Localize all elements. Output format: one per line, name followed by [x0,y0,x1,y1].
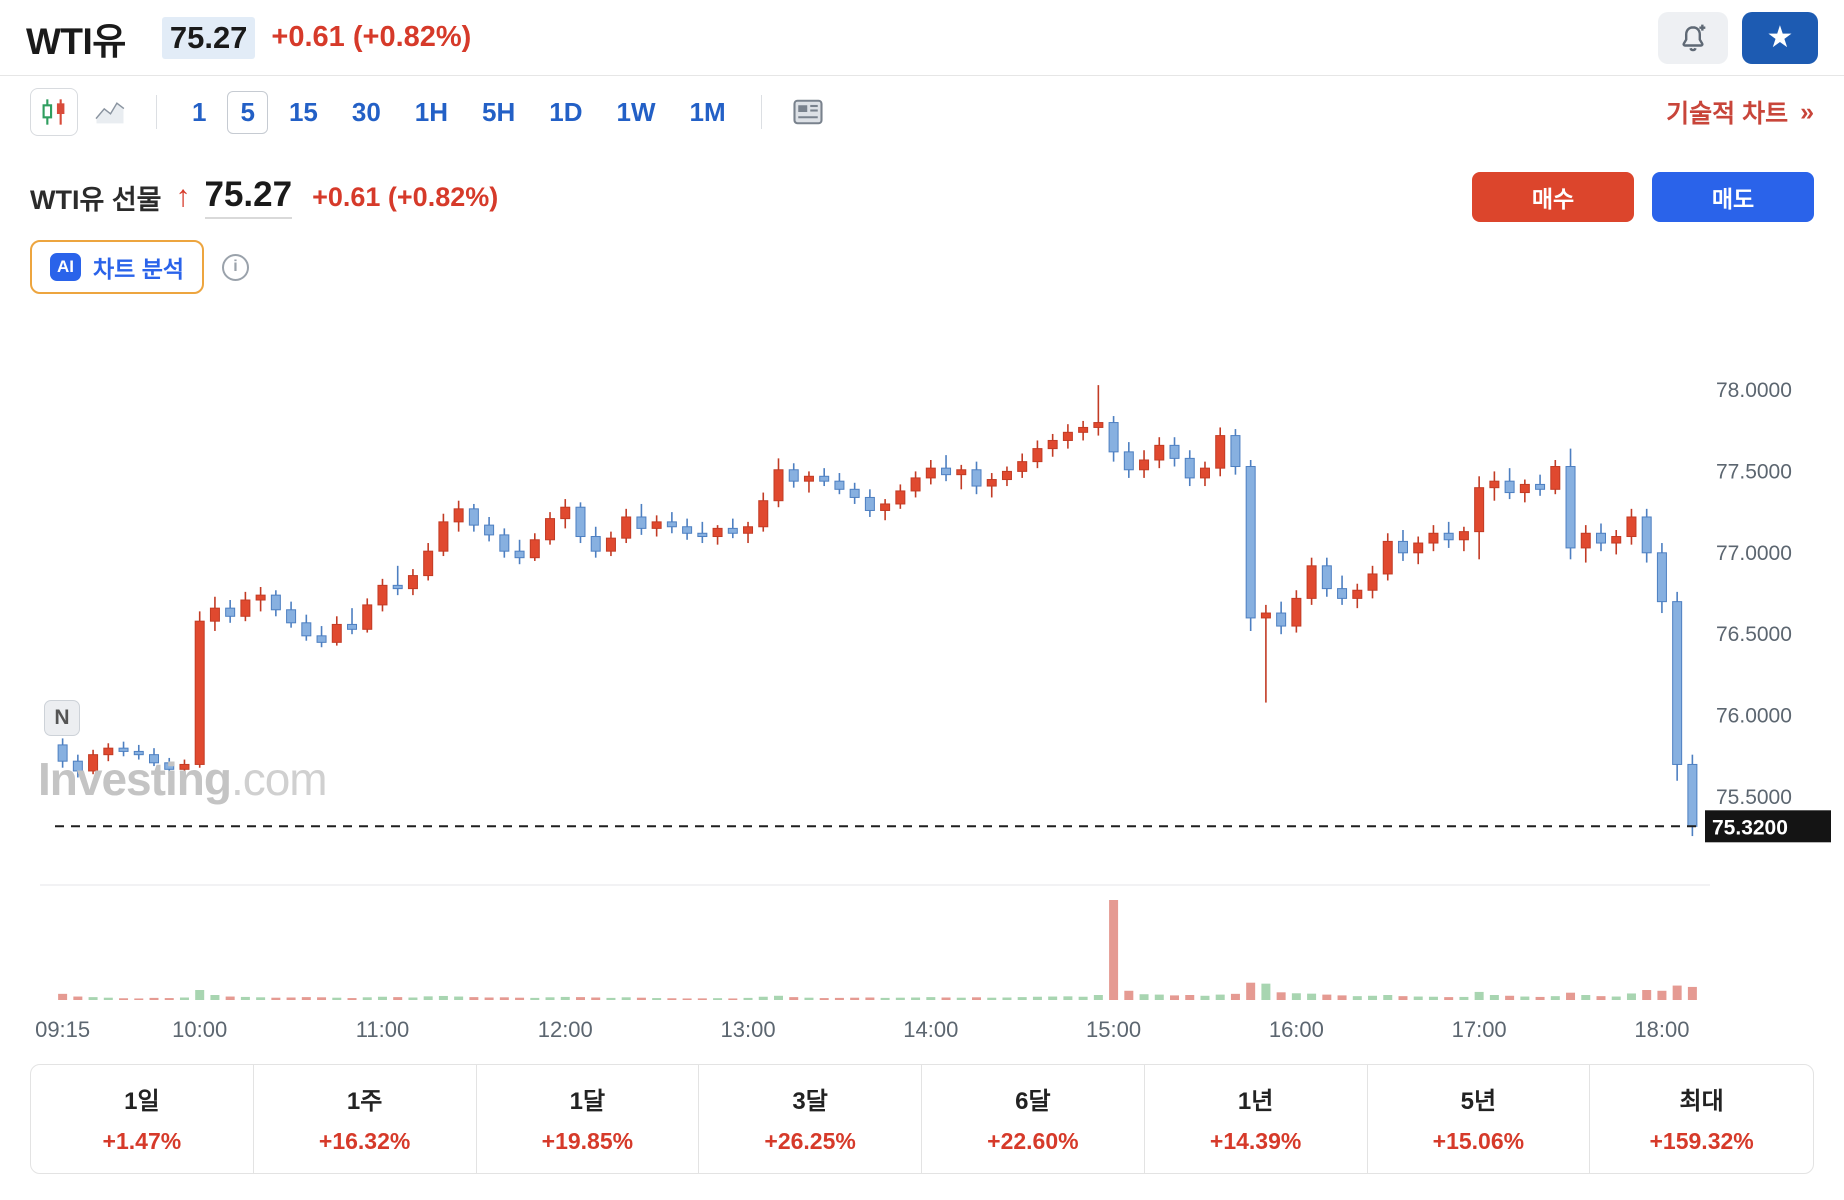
svg-text:75.5000: 75.5000 [1716,786,1792,809]
perf-value: +159.32% [1649,1128,1754,1154]
perf-label: 1주 [346,1088,383,1115]
svg-text:11:00: 11:00 [356,1017,409,1042]
svg-text:09:15: 09:15 [35,1017,90,1042]
perf-value: +16.32% [318,1128,411,1154]
header-actions: ★ [1658,11,1818,64]
sell-button[interactable]: 매도 [1652,172,1814,222]
svg-text:13:00: 13:00 [721,1017,776,1042]
svg-text:77.5000: 77.5000 [1716,460,1792,483]
perf-label: 3달 [792,1088,828,1115]
svg-text:76.0000: 76.0000 [1716,705,1792,728]
perf-value: +14.39% [1209,1128,1302,1154]
perf-cell-1d: 1일 +1.47% [31,1065,254,1173]
perf-value: +15.06% [1432,1128,1525,1154]
perf-value: +26.25% [764,1128,856,1154]
bell-plus-icon [1682,24,1706,51]
instrument-title: WTI유 선물 [30,184,162,215]
ai-analysis-label: 차트 분석 [93,256,185,282]
symbol-title: WTI유 [26,20,126,62]
chart-type-candlestick-button[interactable] [30,88,78,136]
timeframe-1w[interactable]: 1W [604,91,669,134]
technical-chart-link[interactable]: 기술적 차트 » [1666,94,1814,130]
chart-toolbar: 1 5 15 30 1H 5H 1D 1W 1M 기술적 차트 » [0,76,1844,148]
ai-badge-icon: AI [50,253,81,281]
news-panel-icon [793,99,823,125]
toolbar-divider [156,95,157,129]
timeframe-1h[interactable]: 1H [402,91,461,134]
perf-cell-1mo: 1달 +19.85% [477,1065,700,1173]
timeframe-15[interactable]: 15 [276,91,331,134]
technical-chart-label: 기술적 차트 [1666,100,1789,128]
perf-value: +19.85% [541,1128,634,1154]
info-icon[interactable]: i [222,253,250,281]
top-header: WTI유 75.27 +0.61 (+0.82%) ★ [0,0,1844,76]
svg-text:18:00: 18:00 [1634,1017,1689,1042]
star-icon: ★ [1766,20,1794,54]
timeframe-1m[interactable]: 1M [677,91,739,134]
perf-cell-1y: 1년 +14.39% [1145,1065,1368,1173]
instrument-header: WTI유 선물 ↑ 75.27 +0.61 (+0.82%) 매수 매도 [30,172,1814,222]
instrument-price: 75.27 [204,175,293,219]
buy-button[interactable]: 매수 [1472,172,1634,222]
perf-label: 1달 [569,1088,606,1115]
candlestick-chart-icon [42,99,65,125]
svg-text:15:00: 15:00 [1086,1017,1141,1042]
header-change: +0.61 (+0.82%) [271,21,472,53]
app-root: WTI유 75.27 +0.61 (+0.82%) ★ [0,0,1844,1174]
chart-type-line-button[interactable] [86,88,134,136]
timeframe-1[interactable]: 1 [179,91,219,134]
perf-label: 1년 [1237,1088,1274,1115]
favorite-button[interactable]: ★ [1742,11,1818,64]
perf-label: 5년 [1460,1088,1497,1115]
timeframe-1d[interactable]: 1D [536,91,595,134]
timeframe-30[interactable]: 30 [339,91,394,134]
svg-text:76.5000: 76.5000 [1716,623,1792,646]
svg-text:75.3200: 75.3200 [1712,816,1788,839]
news-panel-button[interactable] [784,88,832,136]
perf-value: +22.60% [987,1128,1079,1154]
trade-buttons: 매수 매도 [1472,172,1814,222]
chevron-right-icon: » [1800,97,1814,126]
perf-label: 6달 [1015,1088,1051,1115]
svg-text:14:00: 14:00 [903,1017,958,1042]
perf-cell-1w: 1주 +16.32% [254,1065,477,1173]
news-marker[interactable]: N [44,700,80,736]
toolbar-divider [760,95,762,129]
performance-strip: 1일 +1.47% 1주 +16.32% 1달 +19.85% 3달 +26.2… [30,1064,1814,1174]
up-arrow-icon: ↑ [175,180,191,213]
perf-label: 최대 [1679,1088,1724,1115]
svg-text:78.0000: 78.0000 [1716,379,1792,402]
header-price: 75.27 [161,16,256,59]
price-alert-button[interactable] [1658,11,1728,64]
svg-text:77.0000: 77.0000 [1716,542,1792,565]
perf-cell-3mo: 3달 +26.25% [699,1065,922,1173]
ai-analysis-row: AI 차트 분석 i [30,240,1814,294]
instrument-change: +0.61 (+0.82%) [312,181,499,212]
perf-cell-5y: 5년 +15.06% [1368,1065,1591,1173]
perf-cell-6mo: 6달 +22.60% [922,1065,1145,1173]
timeframe-5[interactable]: 5 [227,90,268,134]
perf-label: 1일 [124,1088,160,1115]
svg-text:16:00: 16:00 [1269,1017,1324,1042]
timeframe-5h[interactable]: 5H [469,91,528,134]
perf-value: +1.47% [102,1128,182,1154]
perf-cell-max: 최대 +159.32% [1590,1065,1813,1173]
svg-text:10:00: 10:00 [172,1017,227,1042]
svg-text:17:00: 17:00 [1452,1017,1507,1042]
line-chart-icon [95,102,125,124]
chart-area: 78.0000 77.5000 77.0000 76.5000 76.0000 75.50… [0,300,1844,1050]
svg-text:12:00: 12:00 [538,1017,593,1042]
candlestick-chart[interactable]: 78.0000 77.5000 77.0000 76.5000 76.0000 75.50… [0,300,1844,1050]
ai-chart-analysis-button[interactable]: AI 차트 분석 [30,240,205,294]
